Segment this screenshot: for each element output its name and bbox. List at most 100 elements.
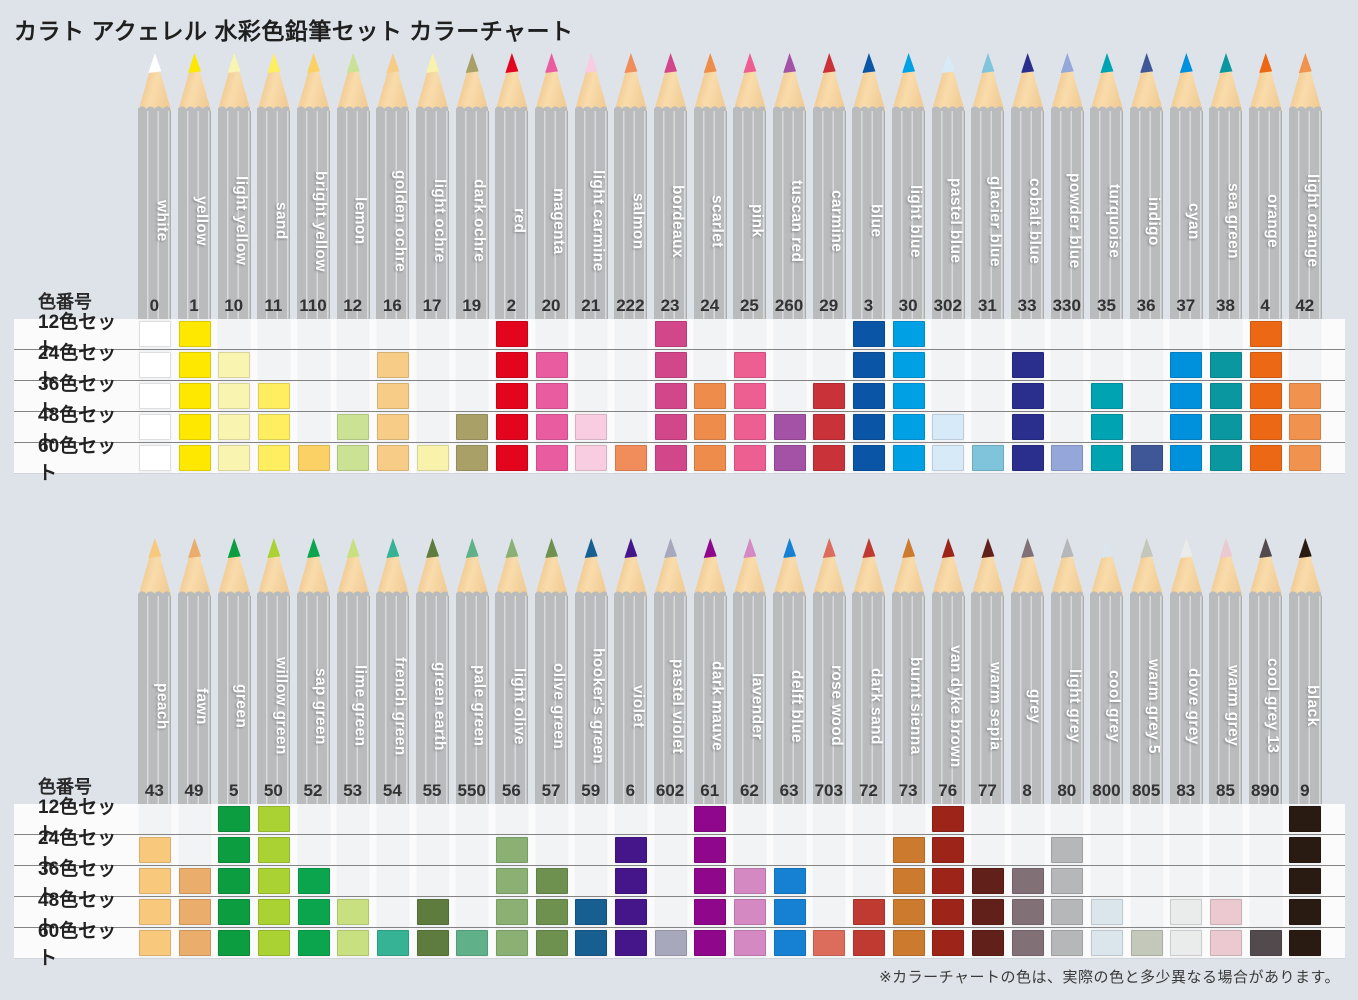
set-cell [889,381,929,411]
set-cell [1127,319,1167,349]
set-cell [809,319,849,349]
set-cell [1166,804,1206,834]
pencil-column: willow green 50 [254,538,294,804]
pencil-cyan: cyan 37 [1169,53,1203,319]
pencil-column: scarlet 24 [690,53,730,319]
set-cell [135,350,175,380]
pencil-warm-grey: warm grey 85 [1209,538,1243,804]
pencil-tip [505,538,519,558]
pencil-cone [535,53,569,111]
set-cell [254,804,294,834]
pencil-color-name: powder blue [1065,173,1083,269]
pencil-column: black 9 [1285,538,1325,804]
pencil-color-number: 16 [382,296,402,315]
pencil-chart-section-top: 色番号 white 0 yellow 1 light yellow 10 sand 11 bri… [14,53,1358,484]
pencil-color-name: orange [1264,193,1282,249]
pencil-light-yellow: light yellow 10 [217,53,251,319]
color-swatch [337,930,370,956]
pencil-tip [1021,53,1035,73]
pencil-cone [892,538,926,596]
set-cell [968,928,1008,958]
pencil-body: light carmine 21 [574,105,608,319]
pencil-column: light olive 56 [492,538,532,804]
color-swatch [1090,930,1123,956]
pencil-column: grey 8 [1008,538,1048,804]
pencil-column: light blue 30 [889,53,929,319]
pencil-body: golden ochre 16 [376,105,410,319]
pencil-color-number: 53 [343,781,363,800]
color-swatch [654,383,687,409]
color-swatch [1209,899,1242,925]
pencil-color-number: 62 [739,781,759,800]
pencil-cone [1050,53,1084,111]
set-cell [968,804,1008,834]
pencil-color-number: 55 [422,781,442,800]
set-row-cells [135,866,1325,896]
set-cell [1246,897,1286,927]
pencil-burnt-sienna: burnt sienna 73 [892,538,926,804]
set-cell [175,835,215,865]
set-cell [1047,443,1087,473]
pencil-color-name: cool grey 13 [1264,658,1282,754]
set-cell [413,381,453,411]
color-swatch [1289,806,1322,832]
set-cell [889,897,929,927]
color-swatch [535,414,568,440]
color-swatch [218,899,251,925]
pencil-color-number: 12 [343,296,363,315]
pencil-tip [227,538,241,558]
set-cell [532,804,572,834]
color-swatch [1011,899,1044,925]
pencil-color-number: 10 [224,296,244,315]
color-swatch [337,445,370,471]
set-row-60: 60色セット [14,921,1345,969]
pencil-color-number: 29 [819,296,839,315]
set-cell [135,319,175,349]
color-swatch [1209,414,1242,440]
set-cell [413,804,453,834]
pencil-french-green: french green 54 [376,538,410,804]
pencil-color-name: dark mauve [708,660,726,752]
set-cell [968,443,1008,473]
pencil-color-number: 550 [457,781,486,800]
pencil-tip [743,538,757,558]
set-cell [413,412,453,442]
pencil-body: light blue 30 [892,105,926,319]
color-swatch [178,414,211,440]
set-cell [1166,381,1206,411]
set-cell [1166,897,1206,927]
color-swatch [694,383,727,409]
pencil-column: warm grey 85 [1206,538,1246,804]
set-cell [532,412,572,442]
pencil-color-name: pale green [470,665,488,747]
set-cell [1285,381,1325,411]
set-cell [294,804,334,834]
pencil-light-olive: light olive 56 [495,538,529,804]
pencil-cone [217,538,251,596]
pencil-body: cobalt blue 33 [1011,105,1045,319]
set-cell [571,835,611,865]
color-swatch [297,868,330,894]
set-cell [690,350,730,380]
pencil-body: pale green 550 [455,590,489,804]
pencil-cone [574,538,608,596]
color-swatch [654,321,687,347]
pencil-tip [902,53,916,73]
pencil-white: white 0 [138,53,172,319]
color-swatch [1170,414,1203,440]
pencil-color-name: red [510,208,528,234]
pencil-color-name: dark ochre [470,179,488,263]
color-swatch [813,930,846,956]
color-swatch [257,868,290,894]
color-swatch [733,899,766,925]
pencil-color-name: olive green [550,662,568,750]
set-cell [1087,804,1127,834]
set-row-36: 36色セット [14,374,1345,422]
color-swatch [257,383,290,409]
pencil-body: light olive 56 [495,590,529,804]
pencil-tip [1259,538,1273,558]
color-swatch [1130,445,1163,471]
color-swatch [694,445,727,471]
pencil-color-name: bordeaux [669,184,687,258]
color-swatch [1090,899,1123,925]
